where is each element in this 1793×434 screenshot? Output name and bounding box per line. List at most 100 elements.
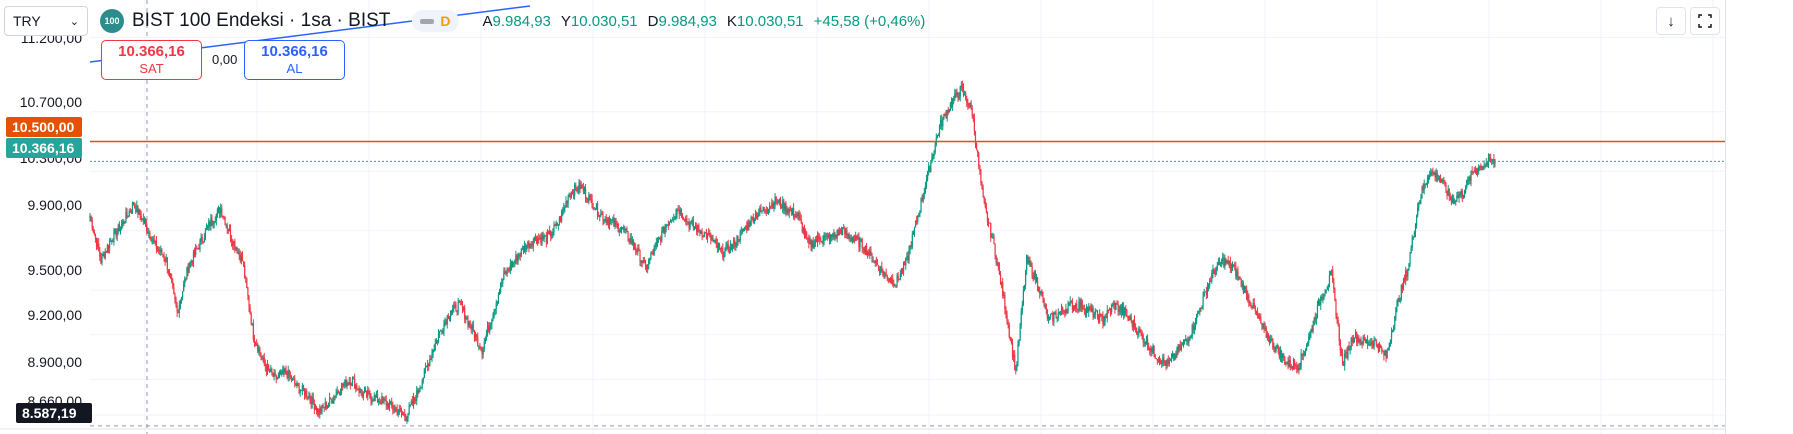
candle-body xyxy=(190,261,192,263)
candle-body xyxy=(1425,183,1427,185)
candle-body xyxy=(1363,336,1365,341)
candle-body xyxy=(912,231,914,235)
candle-body xyxy=(1372,344,1374,347)
candle-body xyxy=(472,324,474,331)
candle-body xyxy=(468,321,470,326)
candle-body xyxy=(897,275,899,279)
candle-body xyxy=(1092,307,1094,318)
candle-body xyxy=(285,369,287,373)
candle-body xyxy=(726,244,728,246)
symbol-title[interactable]: BIST 100 Endeksi · 1sa · BIST xyxy=(132,10,391,31)
sell-button[interactable]: 10.366,16 SAT xyxy=(101,40,202,80)
alert-price-tag[interactable]: 10.500,00 xyxy=(6,117,82,137)
buy-price: 10.366,16 xyxy=(261,43,328,60)
candle-body xyxy=(1033,271,1035,279)
candle-body xyxy=(1467,180,1469,182)
candle-body xyxy=(367,391,369,397)
candle-body xyxy=(929,166,931,172)
candle-body xyxy=(337,391,339,393)
price-chart[interactable] xyxy=(0,0,1725,434)
candle-body xyxy=(93,231,95,235)
candle-body xyxy=(864,245,867,253)
candle-body xyxy=(828,236,831,242)
candle-body xyxy=(318,408,320,415)
candle-body xyxy=(858,237,860,248)
candle-body xyxy=(625,228,627,230)
candle-body xyxy=(1450,199,1453,203)
candle-body xyxy=(1202,296,1204,306)
candle-body xyxy=(228,229,231,232)
candle-body xyxy=(889,279,892,282)
candle-body xyxy=(533,237,535,241)
candle-body xyxy=(289,375,292,377)
candle-body xyxy=(240,255,242,262)
candle-body xyxy=(1248,295,1250,304)
candle-body xyxy=(280,371,282,374)
candle-body xyxy=(1307,342,1309,345)
candle-body xyxy=(782,200,784,209)
candle-body xyxy=(483,342,485,349)
candle-body xyxy=(526,245,528,250)
candle-body xyxy=(1325,289,1327,293)
candle-body xyxy=(1414,225,1417,233)
candle-body xyxy=(1181,344,1184,346)
candle-body xyxy=(471,324,473,330)
candle-body xyxy=(1015,369,1017,371)
candle-body xyxy=(124,222,126,224)
candle-body xyxy=(273,373,275,377)
candle-body xyxy=(308,395,310,398)
candle-body xyxy=(1240,278,1242,287)
candle-body xyxy=(905,257,907,266)
candle-body xyxy=(513,262,515,264)
candle-body xyxy=(373,395,375,402)
candle-body xyxy=(614,220,616,227)
candle-body xyxy=(909,245,911,250)
candle-body xyxy=(775,197,777,203)
candle-body xyxy=(1380,344,1382,348)
candle-body xyxy=(815,240,818,243)
candle-body xyxy=(1300,353,1302,367)
candle-body xyxy=(1297,367,1299,370)
candle-body xyxy=(136,205,138,213)
candle-body xyxy=(1047,316,1050,319)
candle-body xyxy=(1017,344,1019,364)
candle-body xyxy=(347,383,349,385)
candle-body xyxy=(1027,255,1029,264)
buy-button[interactable]: 10.366,16 AL xyxy=(244,40,345,80)
candle-body xyxy=(689,222,691,228)
chart-area[interactable]: 11.200,00 10.700,00 10.300,00 9.900,00 9… xyxy=(0,0,1725,434)
candle-body xyxy=(1107,310,1109,312)
candle-body xyxy=(724,249,726,256)
download-button[interactable]: ↓ xyxy=(1656,7,1686,35)
currency-select[interactable]: TRY ⌄ xyxy=(4,6,88,36)
candle-body xyxy=(1423,183,1425,190)
candle-body xyxy=(1333,281,1335,289)
candle-body xyxy=(705,232,708,239)
candle-body xyxy=(616,223,618,225)
candle-body xyxy=(1344,353,1346,366)
candle-body xyxy=(552,231,554,235)
candle-body xyxy=(1097,316,1100,322)
market-status-badge[interactable]: D xyxy=(412,10,459,32)
candle-body xyxy=(440,330,442,332)
candle-body xyxy=(1337,320,1339,326)
fullscreen-button[interactable] xyxy=(1690,7,1720,35)
candle-body xyxy=(1264,327,1266,329)
candle-body xyxy=(349,382,351,386)
candle-body xyxy=(1327,284,1329,288)
candle-body xyxy=(298,385,300,393)
candle-body xyxy=(368,391,370,393)
candle-body xyxy=(503,271,505,279)
candle-body xyxy=(294,379,296,384)
price-axis-label: 8.900,00 xyxy=(27,354,83,370)
candle-body xyxy=(1011,343,1014,357)
candle-body xyxy=(424,367,427,369)
price-axis-label: 9.200,00 xyxy=(27,307,83,323)
candle-body xyxy=(1022,290,1024,305)
candle-body xyxy=(113,230,115,242)
candle-body xyxy=(420,387,422,389)
candle-body xyxy=(1216,265,1218,270)
candle-body xyxy=(883,273,885,276)
candle-body xyxy=(1187,339,1189,343)
candle-body xyxy=(627,231,629,240)
